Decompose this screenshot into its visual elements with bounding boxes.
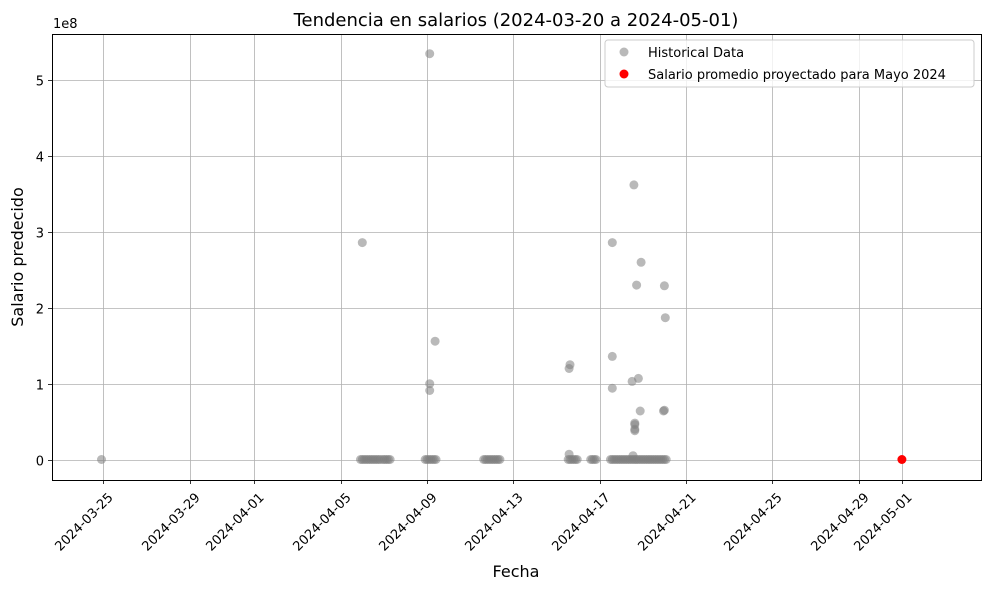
- historical-data-point: [632, 280, 642, 290]
- chart-title: Tendencia en salarios (2024-03-20 a 2024…: [293, 10, 739, 31]
- historical-data-point: [425, 386, 435, 395]
- historical-data-point: [607, 238, 617, 248]
- historical-data-point: [425, 379, 435, 389]
- chart-legend: Historical Data Salario promedio proyect…: [604, 39, 975, 88]
- historical-data-point: [630, 426, 640, 436]
- historical-data-point: [661, 455, 671, 464]
- legend-marker-projected-salary: [619, 69, 629, 79]
- historical-data-point: [659, 405, 669, 415]
- legend-marker-historical-data: [619, 47, 629, 57]
- y-tick-label: 2: [36, 303, 44, 318]
- historical-data-point: [385, 455, 395, 464]
- legend-label-projected-salary: Salario promedio proyectado para Mayo 20…: [648, 68, 946, 83]
- historical-data-point: [572, 455, 582, 464]
- historical-data-point: [357, 238, 367, 248]
- y-tick-label: 3: [36, 227, 44, 242]
- historical-data-point: [659, 281, 669, 291]
- historical-data-point: [636, 257, 646, 267]
- data-points: [97, 49, 907, 464]
- y-tick-label: 4: [36, 151, 44, 166]
- historical-data-point: [564, 449, 574, 459]
- historical-data-point: [97, 455, 106, 464]
- grid-lines: [52, 34, 981, 480]
- historical-data-point: [629, 180, 639, 190]
- historical-data-point: [425, 49, 435, 59]
- y-tick-label: 5: [36, 75, 44, 90]
- historical-data-point: [628, 451, 638, 461]
- historical-data-point: [591, 455, 601, 464]
- y-tick-label: 0: [36, 455, 44, 470]
- x-axis-label: Fecha: [493, 562, 540, 581]
- historical-data-point: [430, 336, 440, 346]
- y-axis-label: Salario predecido: [8, 187, 27, 327]
- historical-data-point: [607, 383, 617, 393]
- historical-data-point: [495, 455, 505, 464]
- legend-box: [604, 39, 975, 88]
- historical-data-point: [431, 455, 441, 464]
- y-offset-label: 1e8: [53, 17, 78, 32]
- historical-data-point: [607, 351, 617, 361]
- historical-data-point: [660, 313, 670, 323]
- plot-frame: [52, 34, 982, 481]
- legend-label-historical-data: Historical Data: [648, 46, 744, 61]
- historical-data-point: [633, 373, 643, 383]
- projected-salary-point: [897, 455, 907, 464]
- historical-data-point: [635, 406, 645, 416]
- y-tick-label: 1: [36, 379, 44, 394]
- historical-data-point: [565, 360, 575, 370]
